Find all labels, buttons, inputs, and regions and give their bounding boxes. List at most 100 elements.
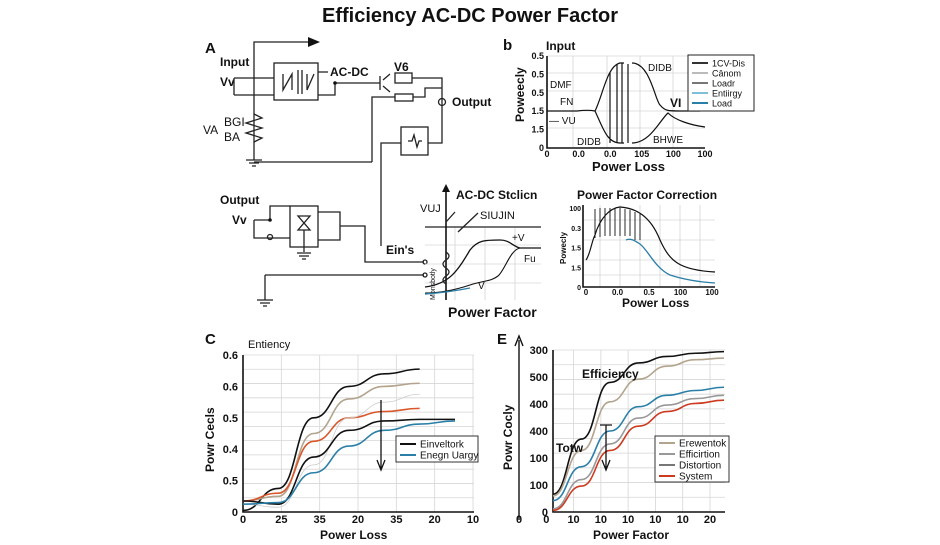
- x-tick-label: 20: [352, 514, 364, 526]
- legend-label: Enegn Uargy: [420, 451, 478, 462]
- x-tick-label: 10: [677, 514, 689, 526]
- terminal-node: [422, 259, 428, 265]
- series-line-1: [242, 382, 420, 502]
- y-tick-label: 1.5: [531, 106, 544, 116]
- y-tick-label: 400: [530, 399, 548, 411]
- legend-label: Efficirtion: [679, 450, 720, 461]
- feedback-wire: [380, 142, 401, 246]
- series-line-1: [552, 357, 725, 497]
- figure-title: Efficiency AC-DC Power Factor: [322, 5, 618, 27]
- x-tick-label: 0.0: [572, 149, 585, 159]
- y-tick-label: 0.5: [223, 413, 238, 425]
- output-input-wires: [253, 205, 290, 239]
- pfc-curve-black: [585, 206, 716, 273]
- output-circuit-wires: [257, 211, 424, 307]
- pfc-ylabel: Powecly: [559, 231, 568, 264]
- vv-top-label: Vv: [220, 75, 235, 89]
- fu-label: Fu: [524, 254, 536, 265]
- station-title: AC-DC Stclicn: [456, 188, 537, 202]
- x-tick-label: 10: [567, 514, 579, 526]
- station-curve-black-2: [424, 247, 521, 294]
- y-tick-label: 0.5: [223, 476, 238, 488]
- arrow-right-icon: [308, 37, 320, 47]
- v6-component: [394, 72, 413, 84]
- legend-label: Einveltork: [420, 440, 465, 451]
- legend-label: System: [679, 472, 712, 483]
- y-tick-label: 0: [542, 507, 548, 519]
- panel-c-ylabel: Powr Cecls: [203, 407, 217, 472]
- bgi-label: BGI: [224, 115, 245, 129]
- x-tick-label: 20: [429, 514, 441, 526]
- y-tick-label: 100: [569, 206, 581, 213]
- legend-label: Entiirgy: [712, 89, 743, 99]
- si-label: SIUJIN: [480, 210, 515, 222]
- bhwe-label: BHWE: [653, 135, 683, 146]
- series-line-0: [242, 368, 420, 512]
- x-tick-label: 25: [275, 514, 287, 526]
- panel-e-arrow-axis: [514, 334, 524, 520]
- x-tick-label: 10: [467, 514, 479, 526]
- x-tick-label: 0: [240, 514, 246, 526]
- x-tick-label: 0.0: [604, 149, 617, 159]
- switch-icon: [266, 233, 274, 241]
- panel-c-title: Entiency: [248, 339, 291, 351]
- acdc-output-wire: [318, 71, 380, 96]
- acdc-station-chart: AC-DC Stclicn VUJ SIUJIN Monsbotly +V Fu…: [420, 184, 541, 320]
- station-ylabel: Monsbotly: [430, 268, 437, 300]
- ba-label: BA: [224, 130, 240, 144]
- panel-c-chart: C Entiency 0 0.5 0.4 0.5 0.6 0.6 0 25 35 20 35 20 10…: [203, 331, 479, 542]
- va-label: VA: [203, 123, 218, 137]
- totw-annotation: Totw: [556, 441, 584, 455]
- series-line-4: [242, 418, 455, 505]
- x-tick-label: 100: [666, 149, 681, 159]
- inductor-icon: [442, 251, 450, 285]
- transistor-icon: [379, 73, 391, 93]
- panel-b-ylabel: Poweecly: [513, 67, 527, 122]
- acdc-label: AC-DC: [330, 65, 369, 79]
- node: [268, 218, 272, 222]
- output-terminal: [437, 97, 447, 107]
- y-tick-label: 0.4: [223, 444, 239, 456]
- vv-bottom-label: Vv: [232, 213, 247, 227]
- x-tick-label: 10: [622, 514, 634, 526]
- y-tick-label: 100: [530, 453, 548, 465]
- terminal-node: [422, 272, 428, 278]
- vuj-label: VUJ: [420, 203, 441, 215]
- legend-label: Erewentok: [679, 439, 727, 450]
- arrow-up-icon: [442, 184, 450, 192]
- series-line-2: [552, 386, 725, 502]
- x-tick-label: 0: [543, 514, 549, 526]
- bridge-icon: [282, 70, 315, 94]
- y-tick-label: 0: [232, 507, 238, 519]
- pfc-curve-blue: [625, 238, 716, 284]
- y-tick-label: 0.6: [223, 381, 238, 393]
- input-label: Input: [220, 55, 249, 69]
- x-tick-label: 35: [314, 514, 326, 526]
- arrow-down-icon: [600, 424, 612, 472]
- panel-b-y-ticks: 0.5 0.5 0.5 1.5 1.5 0: [531, 51, 544, 153]
- v6-label: V6: [394, 60, 409, 74]
- y-tick-label: 0.5: [531, 69, 544, 79]
- input-terminals: [233, 77, 274, 96]
- didb-top-label: DIDB: [648, 63, 672, 74]
- output-wires: [371, 77, 443, 162]
- panel-e-xlabel: Power Factor: [593, 528, 669, 540]
- y-tick-label: 0: [577, 285, 581, 292]
- panel-b-letter: b: [503, 37, 512, 54]
- station-xlabel: Power Factor: [448, 304, 537, 320]
- input-wire: [253, 41, 310, 160]
- panel-a-circuit: A Input Vv AC-DC V6 Output BGI VA BA Out…: [203, 37, 491, 307]
- pointer-lines: [445, 211, 479, 233]
- x-tick-label: 100: [697, 149, 712, 159]
- regulator-box: [400, 126, 429, 156]
- pfc-axes: [582, 205, 715, 288]
- v-right-label: +V: [512, 233, 525, 244]
- x-tick-label: 105: [634, 149, 649, 159]
- panel-b-title: Input: [546, 39, 575, 53]
- x-tick-label: 0: [516, 514, 522, 526]
- y-tick-label: 300: [530, 345, 548, 357]
- panel-b-axes: [546, 56, 705, 149]
- panel-b-legend: [687, 54, 755, 112]
